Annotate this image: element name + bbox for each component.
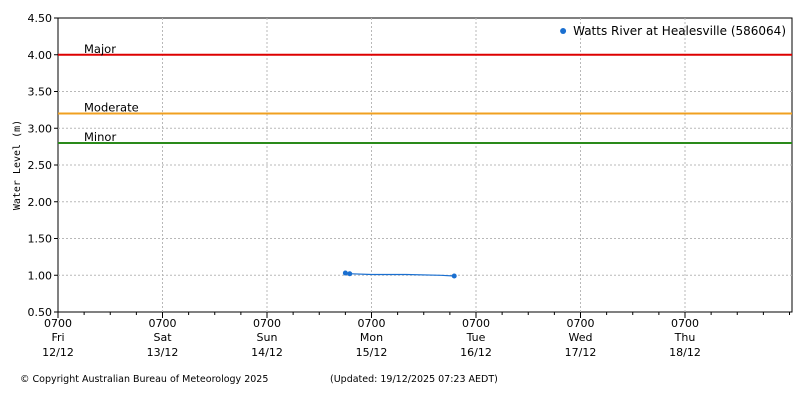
grid-lines <box>58 18 792 312</box>
x-tick-date: 13/12 <box>147 346 179 359</box>
x-tick-day: Mon <box>360 331 383 344</box>
x-tick-time: 0700 <box>671 317 699 330</box>
y-tick-label: 4.50 <box>28 12 53 25</box>
x-tick-time: 0700 <box>462 317 490 330</box>
x-tick-time: 0700 <box>149 317 177 330</box>
x-tick-day: Thu <box>674 331 696 344</box>
plot-area <box>57 17 793 313</box>
threshold-label-moderate: Moderate <box>84 101 139 115</box>
x-tick-time: 0700 <box>44 317 72 330</box>
y-tick-label: 4.00 <box>28 49 53 62</box>
x-tick-day: Sun <box>257 331 278 344</box>
updated-text: (Updated: 19/12/2025 07:23 AEDT) <box>330 374 498 385</box>
legend-marker <box>560 28 567 34</box>
y-axis: 0.50 1.00 1.50 2.00 2.50 3.00 3.50 4.00 4.50 <box>28 12 58 319</box>
data-point <box>342 270 348 276</box>
y-tick-label: 1.00 <box>28 269 53 282</box>
y-tick-label: 3.00 <box>28 122 53 135</box>
x-tick-time: 0700 <box>567 317 595 330</box>
x-tick-date: 14/12 <box>251 346 283 359</box>
x-tick-date: 15/12 <box>356 346 388 359</box>
x-tick-date: 12/12 <box>42 346 74 359</box>
data-point <box>347 271 353 277</box>
threshold-lines: Major Moderate Minor <box>58 42 792 144</box>
x-tick-time: 0700 <box>253 317 281 330</box>
x-tick-time: 0700 <box>358 317 386 330</box>
x-tick-day: Sat <box>153 331 172 344</box>
data-point <box>451 273 457 279</box>
y-axis-label: Water Level (m) <box>12 120 23 210</box>
threshold-label-major: Major <box>84 42 116 56</box>
legend-label: Watts River at Healesville (586064) <box>573 24 786 38</box>
y-tick-label: 2.50 <box>28 159 53 172</box>
x-tick-day: Wed <box>569 331 593 344</box>
legend: Watts River at Healesville (586064) <box>560 24 786 38</box>
threshold-label-minor: Minor <box>84 130 116 144</box>
x-axis: 0700Fri12/120700Sat13/120700Sun14/120700… <box>42 312 790 359</box>
y-tick-label: 3.50 <box>28 86 53 99</box>
x-tick-day: Tue <box>466 331 486 344</box>
data-series <box>342 270 457 279</box>
y-tick-label: 0.50 <box>28 306 53 319</box>
copyright-text: © Copyright Australian Bureau of Meteoro… <box>20 374 269 385</box>
x-tick-date: 16/12 <box>460 346 492 359</box>
x-tick-date: 17/12 <box>565 346 597 359</box>
x-tick-date: 18/12 <box>669 346 701 359</box>
y-tick-label: 1.50 <box>28 233 53 246</box>
x-tick-day: Fri <box>51 331 64 344</box>
y-tick-label: 2.00 <box>28 196 53 209</box>
